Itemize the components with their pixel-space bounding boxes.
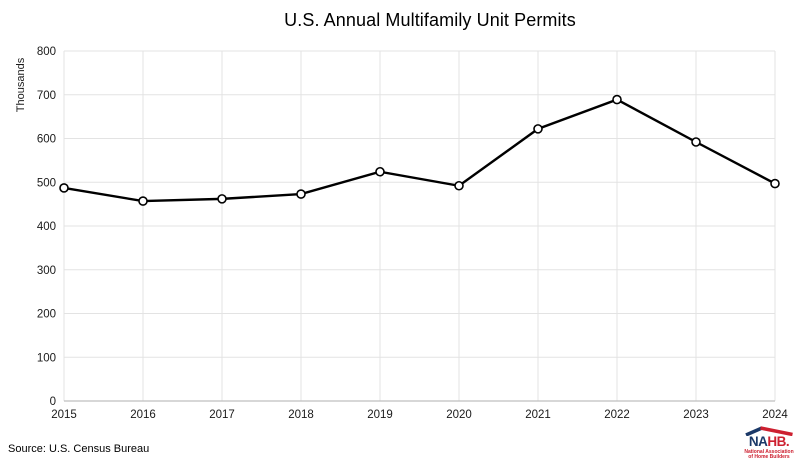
y-tick-label: 100 <box>37 352 56 364</box>
y-tick-label: 400 <box>37 221 56 233</box>
data-point-marker <box>612 94 622 105</box>
data-point-marker <box>217 194 227 204</box>
x-tick-label: 2023 <box>683 409 709 421</box>
y-tick-label: 500 <box>37 177 56 189</box>
x-tick-label: 2024 <box>762 409 788 421</box>
x-tick-label: 2017 <box>209 409 235 421</box>
nahb-wordmark-na: NA <box>748 434 768 449</box>
data-point-marker <box>296 189 306 199</box>
x-tick-label: 2018 <box>288 409 314 421</box>
nahb-wordmark-dot: . <box>785 434 790 449</box>
series-line <box>63 98 776 203</box>
x-tick-label: 2021 <box>525 409 551 421</box>
y-tick-label: 600 <box>37 134 56 146</box>
y-tick-label: 800 <box>37 46 56 58</box>
x-tick-label: 2019 <box>367 409 393 421</box>
nahb-logo: NAHB. National Association of Home Build… <box>743 425 795 461</box>
data-point-marker <box>138 196 148 206</box>
nahb-roof-icon <box>745 426 793 436</box>
x-tick-label: 2020 <box>446 409 472 421</box>
x-tick-label: 2016 <box>130 409 156 421</box>
data-point-marker <box>454 180 464 191</box>
data-point-marker <box>533 124 543 134</box>
y-tick-label: 300 <box>37 265 56 277</box>
data-point-marker <box>375 166 385 177</box>
source-note: Source: U.S. Census Bureau <box>8 443 150 455</box>
nahb-subtext-line2: of Home Builders <box>748 454 790 461</box>
x-tick-label: 2022 <box>604 409 630 421</box>
data-point-marker <box>770 178 780 189</box>
nahb-wordmark-hb: HB <box>767 434 786 449</box>
data-point-marker <box>691 137 701 147</box>
y-tick-label: 200 <box>37 309 56 321</box>
y-tick-label: 700 <box>37 90 56 102</box>
data-point-marker <box>59 183 69 193</box>
chart-title: U.S. Annual Multifamily Unit Permits <box>284 10 576 30</box>
nahb-wordmark: NAHB. <box>743 435 795 449</box>
nahb-subtext: National Association of Home Builders <box>743 448 795 462</box>
y-tick-label: 0 <box>50 396 56 408</box>
x-tick-label: 2015 <box>51 409 77 421</box>
nahb-subtext-line1: National Association <box>744 448 794 455</box>
